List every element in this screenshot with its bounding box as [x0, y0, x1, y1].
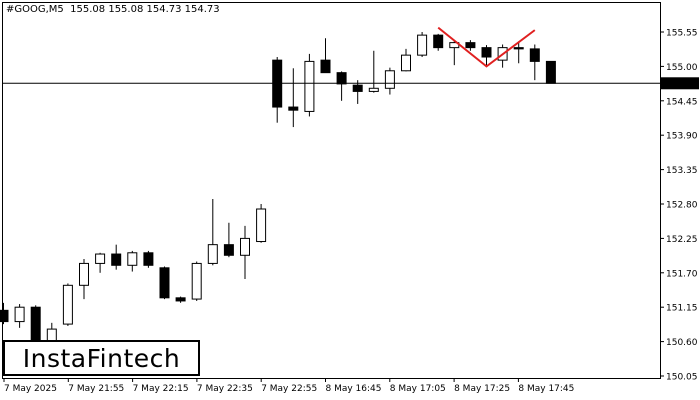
plot-border — [2, 2, 661, 379]
candle — [288, 68, 299, 128]
candle-body — [336, 72, 347, 85]
candle — [127, 250, 138, 272]
y-axis: 155.55 155.00 154.45 153.90 153.35 152.80 152.… — [660, 29, 698, 383]
candle-body — [14, 306, 25, 323]
candle — [304, 53, 315, 117]
candle — [223, 222, 234, 258]
candle-body — [175, 297, 186, 302]
candle-body — [304, 60, 315, 112]
candle — [352, 80, 363, 104]
x-tick-label: 8 May 17:45 — [518, 384, 574, 394]
candle-body — [384, 70, 395, 89]
y-tick-label: 155.00 — [666, 63, 698, 73]
candle-body — [159, 267, 170, 299]
chart-frame — [2, 2, 661, 379]
x-tick-label: 7 May 2025 — [4, 384, 57, 394]
candle — [513, 41, 524, 64]
y-tick-label: 153.90 — [666, 132, 698, 142]
candle — [417, 32, 428, 58]
candle-body — [79, 262, 89, 286]
price-label: 154.73 — [665, 80, 697, 90]
logo-text: InstaFintech — [22, 343, 181, 373]
candle — [384, 67, 395, 95]
x-tick-label: 7 May 22:15 — [133, 384, 189, 394]
symbol-timeframe: #GOOG,M5 — [6, 4, 64, 15]
ohlc-values: 155.08 155.08 154.73 154.73 — [70, 4, 220, 15]
candle — [143, 250, 154, 268]
candlestick-series — [0, 32, 556, 355]
candle-body — [127, 252, 138, 266]
double-top-pattern — [437, 26, 536, 68]
candle — [545, 60, 556, 84]
candle-body — [545, 60, 556, 84]
candle-body — [223, 244, 234, 256]
candle — [465, 40, 476, 51]
candle — [62, 283, 73, 326]
pattern-line — [437, 26, 536, 68]
candle-body — [465, 42, 476, 49]
y-tick-label: 152.80 — [666, 201, 698, 211]
candle-body — [529, 48, 540, 62]
candle-body — [288, 106, 299, 111]
candle — [191, 261, 202, 301]
chart-header: #GOOG,M5 155.08 155.08 154.73 154.73 — [6, 4, 220, 15]
candle-body — [207, 244, 218, 264]
candle — [240, 225, 250, 280]
candle-body — [320, 59, 331, 74]
x-tick-label: 8 May 17:05 — [390, 384, 446, 394]
y-tick-label: 153.35 — [666, 166, 698, 176]
candle — [529, 44, 540, 81]
candle-body — [513, 47, 524, 50]
candle — [433, 33, 444, 51]
x-tick-label: 8 May 17:25 — [454, 384, 510, 394]
candle — [111, 244, 122, 270]
brand-logo: InstaFintech — [3, 340, 200, 376]
candle-body — [191, 262, 202, 300]
candle-body — [401, 54, 411, 72]
y-tick-label: 155.55 — [666, 29, 698, 39]
x-axis: 7 May 2025 7 May 21:55 7 May 22:15 7 May 22… — [3, 378, 574, 394]
candle-body — [95, 253, 106, 264]
x-tick-label: 7 May 22:55 — [261, 384, 317, 394]
candle — [79, 259, 89, 300]
candle-body — [62, 284, 73, 325]
y-tick-label: 154.45 — [666, 97, 698, 107]
candle — [401, 48, 411, 72]
candle — [0, 302, 9, 325]
candle-body — [240, 237, 250, 256]
x-tick-label: 8 May 16:45 — [326, 384, 382, 394]
candle — [207, 198, 218, 266]
candle-body — [368, 87, 379, 92]
current-price-line: 154.73 — [2, 77, 699, 90]
candle-body — [417, 34, 428, 56]
candle-body — [111, 253, 122, 266]
candle — [14, 304, 25, 328]
candle — [368, 50, 379, 93]
y-tick-label: 151.70 — [666, 269, 698, 279]
candle-body — [481, 47, 492, 58]
y-tick-label: 151.15 — [666, 304, 698, 314]
candle — [481, 45, 492, 67]
y-tick-label: 152.25 — [666, 235, 698, 245]
candle — [159, 266, 170, 300]
x-tick-label: 7 May 22:35 — [197, 384, 253, 394]
price-label-box — [661, 77, 699, 90]
y-tick-label: 150.60 — [666, 338, 698, 348]
candle-body — [352, 84, 363, 92]
candle-body — [0, 309, 9, 323]
x-tick-label: 7 May 21:55 — [68, 384, 124, 394]
candle — [256, 204, 267, 243]
candle-body — [256, 208, 267, 243]
candle — [175, 296, 186, 303]
candle — [95, 252, 106, 273]
candle — [320, 38, 331, 74]
candle — [272, 57, 283, 123]
candle-body — [433, 34, 444, 49]
candle — [336, 71, 347, 101]
candle-body — [143, 252, 154, 266]
y-tick-label: 150.05 — [666, 373, 698, 383]
